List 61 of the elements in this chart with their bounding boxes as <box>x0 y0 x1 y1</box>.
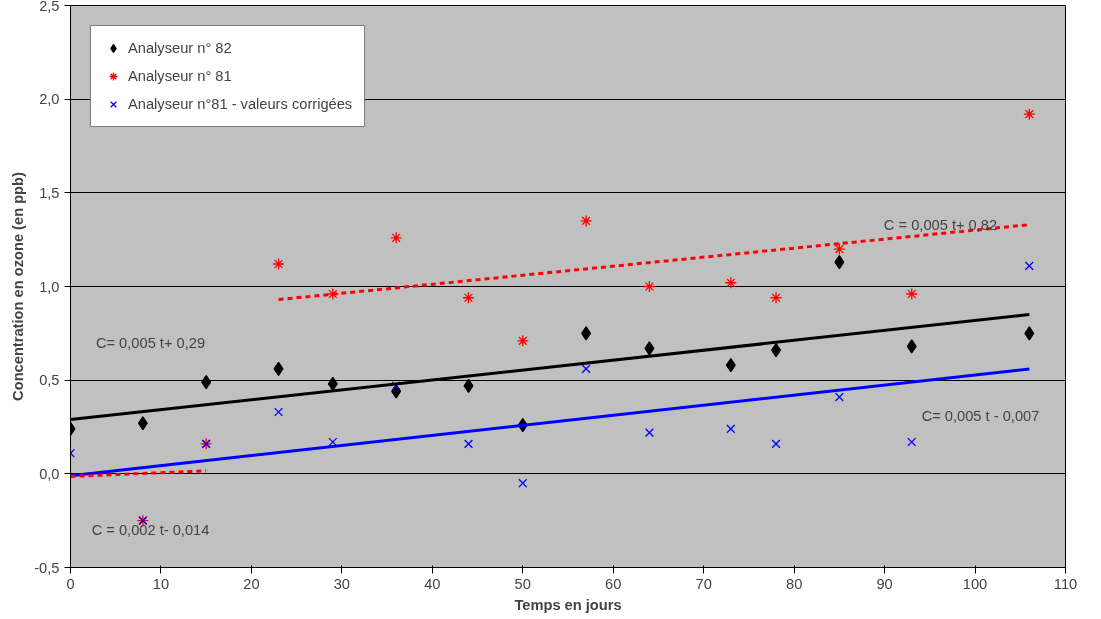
point <box>389 231 403 244</box>
legend-label: Analyseur n°81 - valeurs corrigées <box>128 96 353 112</box>
point <box>581 326 592 341</box>
x-tick-label: 40 <box>424 575 441 592</box>
x-tick-label: 90 <box>876 575 893 592</box>
y-tick-label: 2,5 <box>39 0 60 14</box>
point <box>579 214 593 228</box>
x-tick-label: 0 <box>66 575 75 592</box>
point <box>834 392 844 402</box>
y-tick-label: -0,5 <box>34 559 60 576</box>
x-tick-label: 80 <box>785 575 803 592</box>
x-tick-label: 110 <box>1053 575 1078 592</box>
y-tick-label: 0,5 <box>39 372 60 389</box>
point <box>326 287 339 301</box>
y-tick-label: 0,0 <box>39 465 60 482</box>
point <box>725 358 736 373</box>
x-axis-title: Temps en jours <box>514 596 622 613</box>
point <box>644 341 655 356</box>
x-tick-label: 50 <box>514 575 531 592</box>
y-tick-label: 1,5 <box>39 184 60 201</box>
x-tick-label: 100 <box>962 575 988 592</box>
point <box>834 255 845 270</box>
point <box>1024 261 1034 271</box>
point <box>724 276 737 289</box>
point <box>769 291 783 304</box>
x-tick-label: 70 <box>695 575 712 592</box>
x-tick-label: 60 <box>605 575 622 592</box>
point <box>581 364 591 374</box>
point <box>1024 326 1035 341</box>
x-tick-label: 10 <box>152 575 170 592</box>
point <box>137 416 148 431</box>
annotation: C = 0,002 t- 0,014 <box>91 522 210 539</box>
annotation: C= 0,005 t+ 0,29 <box>95 334 206 351</box>
x-tick-label: 30 <box>333 575 351 592</box>
y-tick-label: 1,0 <box>39 278 60 295</box>
point <box>726 424 736 434</box>
point <box>274 407 284 417</box>
x-tick-label: 20 <box>243 575 260 592</box>
legend-label: Analyseur n° 82 <box>128 40 232 56</box>
point <box>907 437 917 447</box>
point <box>463 439 474 449</box>
point <box>391 381 401 391</box>
annotation: C= 0,005 t - 0,007 <box>921 407 1040 424</box>
point <box>771 343 782 358</box>
point <box>906 339 917 354</box>
point <box>328 437 338 447</box>
point <box>516 334 529 347</box>
y-tick-label: 2,0 <box>39 91 60 108</box>
point <box>463 378 474 393</box>
point <box>771 439 781 449</box>
point <box>905 287 918 301</box>
y-axis-title: Concentration en ozone (en ppb) <box>10 171 27 401</box>
point <box>462 291 475 304</box>
point <box>643 280 656 293</box>
legend-label: Analyseur n° 81 <box>128 68 232 84</box>
point <box>518 478 528 488</box>
point <box>644 428 654 438</box>
point <box>272 257 285 271</box>
annotation: C = 0,005 t+ 0,82 <box>883 217 998 234</box>
point <box>833 242 846 256</box>
point <box>1023 108 1036 121</box>
